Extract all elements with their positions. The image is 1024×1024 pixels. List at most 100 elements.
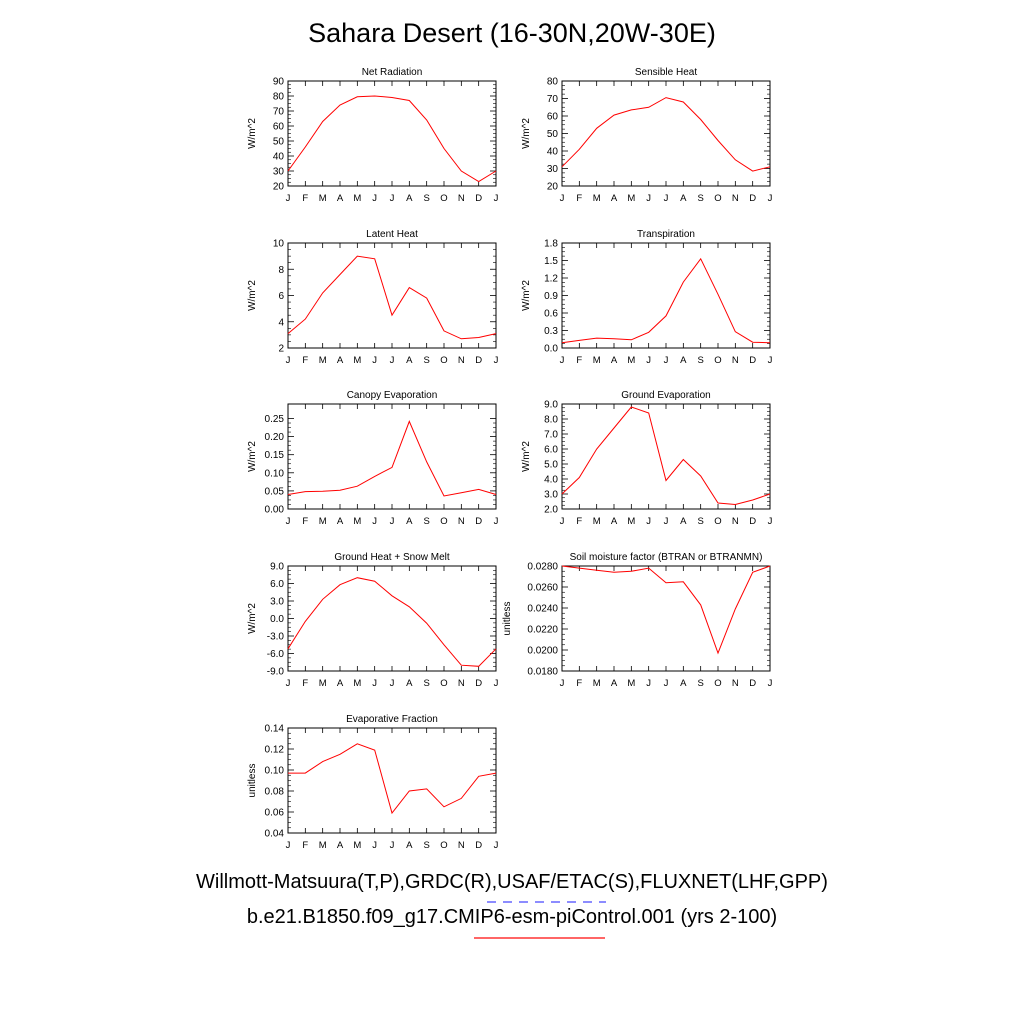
x-tick-label: O [714, 193, 721, 204]
x-tick-label: J [494, 516, 499, 527]
x-tick-label: J [768, 355, 773, 366]
x-tick-label: M [353, 355, 361, 366]
x-tick-label: J [494, 193, 499, 204]
series-line [561, 565, 771, 655]
x-tick-label: S [423, 840, 429, 851]
y-tick-label: -3.0 [267, 632, 285, 643]
x-tick-label: A [406, 840, 413, 851]
y-axis-label: W/m^2 [521, 441, 532, 472]
plot-frame [287, 565, 497, 672]
x-tick-label: M [627, 678, 635, 689]
x-tick-label: M [627, 516, 635, 527]
x-tick-label: A [611, 678, 618, 689]
x-tick-label: J [494, 840, 499, 851]
y-tick-label: 60 [547, 112, 559, 123]
x-tick-label: M [627, 193, 635, 204]
x-tick-label: S [697, 193, 703, 204]
x-tick-label: D [749, 678, 756, 689]
series-line [288, 743, 497, 815]
x-tick-label: J [560, 678, 565, 689]
plot-frame [561, 403, 771, 510]
x-tick-label: J [494, 355, 499, 366]
y-tick-label: 1.8 [544, 239, 558, 250]
series-line [561, 97, 771, 172]
x-tick-label: N [458, 193, 465, 204]
x-tick-label: F [302, 193, 308, 204]
y-tick-label: 8 [278, 265, 284, 276]
y-axis-label: unitless [247, 764, 258, 798]
y-tick-label: 20 [273, 182, 285, 193]
x-tick-label: J [286, 678, 291, 689]
x-tick-label: J [286, 840, 291, 851]
plot-frame [561, 80, 771, 187]
x-tick-label: D [749, 193, 756, 204]
y-tick-label: 1.5 [544, 256, 558, 267]
y-tick-label: 0.05 [265, 486, 285, 497]
page-title: Sahara Desert (16-30N,20W-30E) [308, 18, 716, 48]
y-tick-label: 2.0 [544, 505, 558, 516]
x-tick-label: J [286, 355, 291, 366]
x-tick-label: F [576, 516, 582, 527]
x-tick-label: A [680, 355, 687, 366]
x-tick-label: F [302, 355, 308, 366]
y-tick-label: 0.0240 [527, 604, 558, 615]
x-tick-label: F [302, 840, 308, 851]
chart-soil-moisture-factor-btran-or-btranmn: Soil moisture factor (BTRAN or BTRANMN) J… [502, 552, 773, 689]
x-tick-label: N [458, 678, 465, 689]
x-tick-label: O [714, 678, 721, 689]
chart-title: Transpiration [637, 229, 695, 240]
y-tick-label: 0.0260 [527, 583, 558, 594]
x-tick-label: S [423, 516, 429, 527]
x-tick-label: J [560, 355, 565, 366]
series-line [561, 406, 771, 506]
y-axis-label: unitless [502, 602, 513, 636]
x-tick-label: M [593, 516, 601, 527]
x-tick-label: J [372, 516, 377, 527]
chart-title: Sensible Heat [635, 67, 697, 78]
y-tick-label: 0.0280 [527, 562, 558, 573]
series-line [287, 95, 497, 183]
y-tick-label: 0.15 [265, 450, 285, 461]
x-tick-label: N [732, 355, 739, 366]
x-tick-label: F [302, 516, 308, 527]
x-tick-label: O [440, 193, 447, 204]
x-tick-label: O [440, 678, 447, 689]
y-tick-label: 5.0 [544, 460, 558, 471]
series-line [561, 257, 771, 344]
y-tick-label: 1.2 [544, 274, 558, 285]
x-tick-label: O [440, 355, 447, 366]
x-tick-label: D [475, 840, 482, 851]
y-tick-label: 0.0220 [527, 625, 558, 636]
y-tick-label: 90 [273, 77, 285, 88]
y-axis-label: W/m^2 [521, 118, 532, 149]
y-tick-label: 0.06 [265, 808, 285, 819]
x-tick-label: A [680, 193, 687, 204]
legend-model: b.e21.B1850.f09_g17.CMIP6-esm-piControl.… [246, 906, 778, 928]
x-tick-label: J [390, 355, 395, 366]
y-axis-label: W/m^2 [247, 603, 258, 634]
x-tick-label: N [458, 840, 465, 851]
y-axis-label: W/m^2 [247, 280, 258, 311]
y-tick-label: -9.0 [267, 667, 285, 678]
x-tick-label: D [475, 193, 482, 204]
x-tick-label: J [390, 678, 395, 689]
x-tick-label: A [337, 193, 344, 204]
plot-frame [561, 242, 771, 349]
y-tick-label: 6.0 [270, 579, 284, 590]
y-tick-label: 7.0 [544, 430, 558, 441]
x-tick-label: J [390, 193, 395, 204]
x-tick-label: S [697, 678, 703, 689]
x-tick-label: J [646, 516, 651, 527]
x-tick-label: J [768, 678, 773, 689]
x-tick-label: M [353, 678, 361, 689]
y-tick-label: 70 [273, 107, 285, 118]
plot-frame [287, 242, 497, 349]
x-tick-label: S [697, 355, 703, 366]
x-tick-label: J [646, 355, 651, 366]
y-tick-label: 0.0180 [527, 667, 558, 678]
